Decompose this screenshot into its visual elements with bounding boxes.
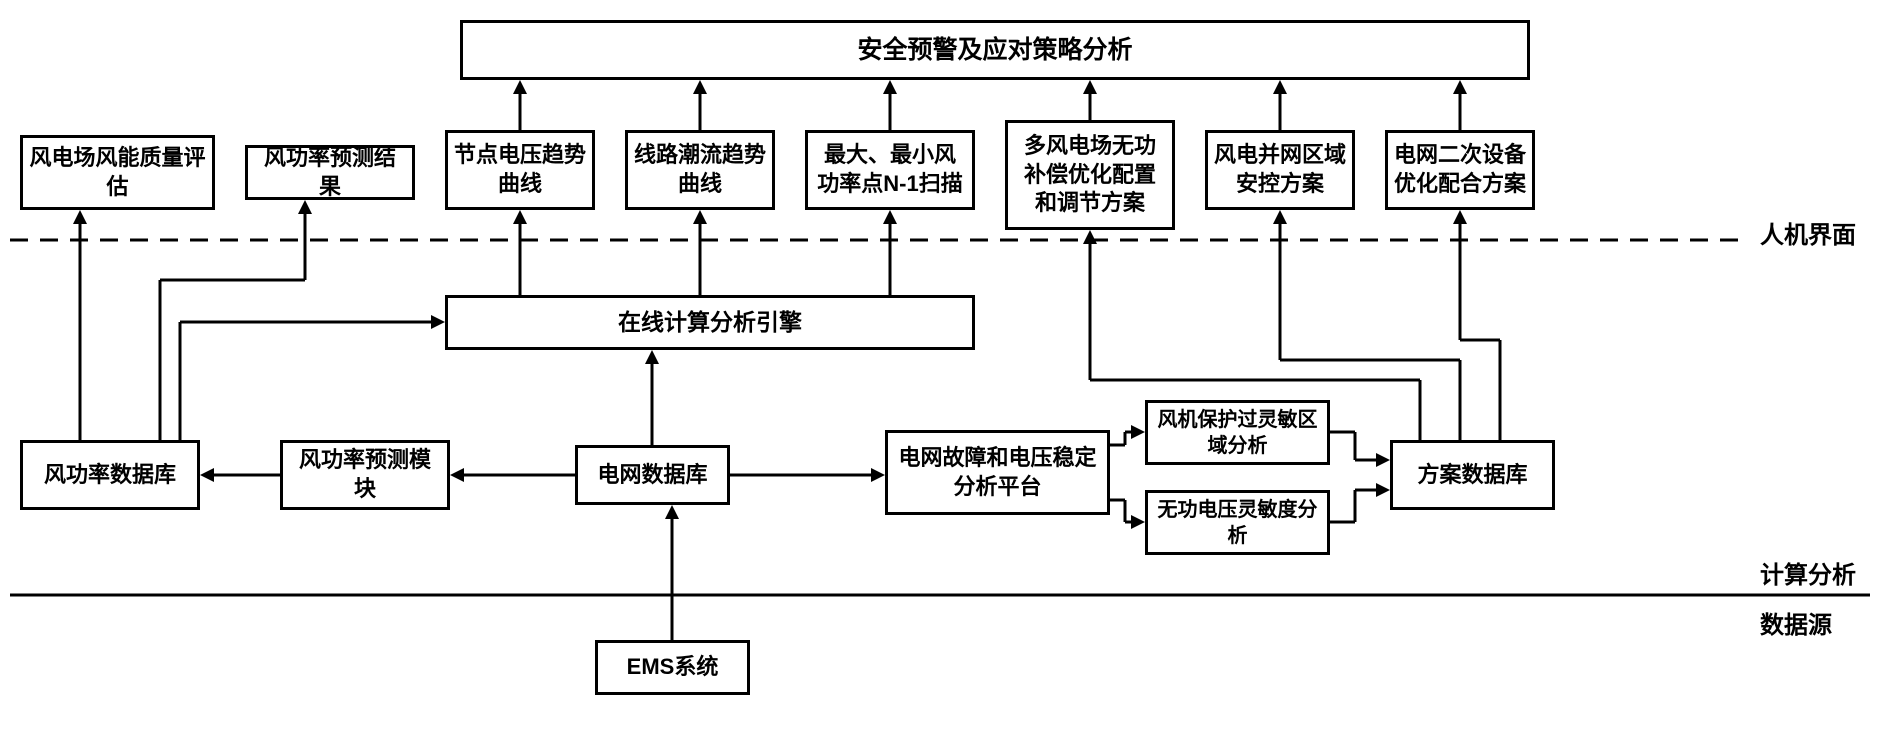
connectors <box>0 0 1877 741</box>
sec-src: 数据源 <box>1760 605 1832 640</box>
n-a5: 最大、最小风功率点N-1扫描 <box>805 130 975 210</box>
n-a8: 电网二次设备优化配合方案 <box>1385 130 1535 210</box>
n-a6: 多风电场无功补偿优化配置和调节方案 <box>1005 120 1175 230</box>
n-eng: 在线计算分析引擎 <box>445 295 975 350</box>
sec-calc: 计算分析 <box>1760 555 1856 590</box>
n-ems: EMS系统 <box>595 640 750 695</box>
n-gdb: 电网数据库 <box>575 445 730 505</box>
n-a2: 风功率预测结果 <box>245 145 415 200</box>
diagram-canvas: 人机界面计算分析数据源 安全预警及应对策略分析风电场风能质量评估风功率预测结果节点… <box>0 0 1877 741</box>
n-sdb: 方案数据库 <box>1390 440 1555 510</box>
n-wpm: 风功率预测模块 <box>280 440 450 510</box>
n-a3: 节点电压趋势曲线 <box>445 130 595 210</box>
n-sens2: 无功电压灵敏度分析 <box>1145 490 1330 555</box>
n-sens1: 风机保护过灵敏区域分析 <box>1145 400 1330 465</box>
sec-hmi: 人机界面 <box>1760 215 1856 250</box>
n-plat: 电网故障和电压稳定分析平台 <box>885 430 1110 515</box>
n-a1: 风电场风能质量评估 <box>20 135 215 210</box>
n-top: 安全预警及应对策略分析 <box>460 20 1530 80</box>
n-a4: 线路潮流趋势曲线 <box>625 130 775 210</box>
n-a7: 风电并网区域安控方案 <box>1205 130 1355 210</box>
n-wdb: 风功率数据库 <box>20 440 200 510</box>
